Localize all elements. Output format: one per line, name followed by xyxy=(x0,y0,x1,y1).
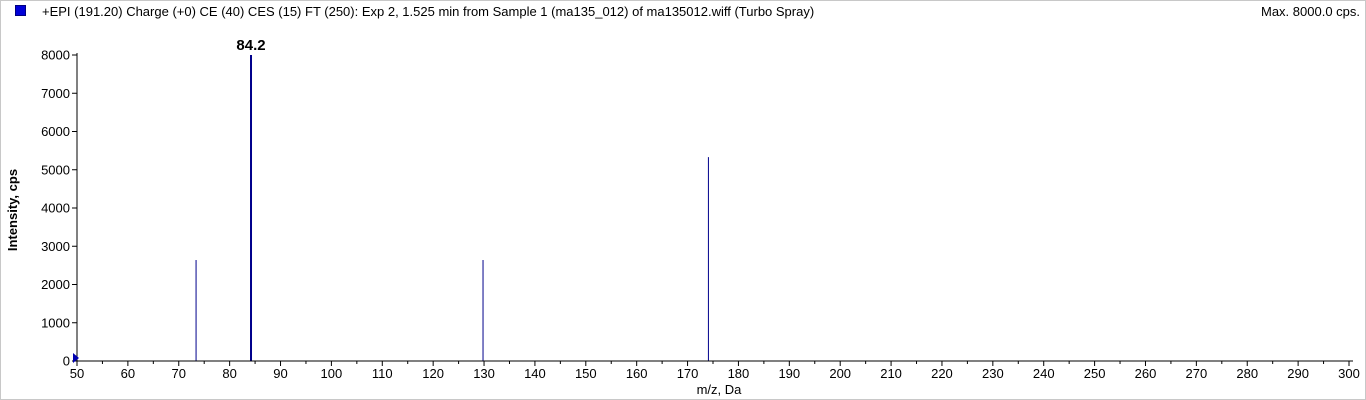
x-tick-label: 180 xyxy=(728,366,750,381)
y-axis-ticks: 0 1000 2000 3000 4000 5000 6000 7000 8000 xyxy=(41,48,77,369)
x-tick-label: 150 xyxy=(575,366,597,381)
origin-marker-icon[interactable] xyxy=(73,353,79,363)
x-tick-label: 220 xyxy=(931,366,953,381)
y-tick-label: 2000 xyxy=(41,277,70,292)
x-tick-label: 90 xyxy=(273,366,287,381)
x-tick-label: 100 xyxy=(321,366,343,381)
x-tick-label: 250 xyxy=(1084,366,1106,381)
x-tick-label: 80 xyxy=(222,366,236,381)
x-tick-label: 230 xyxy=(982,366,1004,381)
y-tick-label: 6000 xyxy=(41,124,70,139)
series-legend-swatch[interactable] xyxy=(15,5,26,16)
x-tick-label: 300 xyxy=(1338,366,1360,381)
x-tick-label: 50 xyxy=(70,366,84,381)
x-axis-title: m/z, Da xyxy=(697,382,743,397)
spectrum-title: +EPI (191.20) Charge (+0) CE (40) CES (1… xyxy=(42,4,815,19)
x-tick-label: 210 xyxy=(880,366,902,381)
x-tick-label: 200 xyxy=(829,366,851,381)
x-tick-label: 270 xyxy=(1186,366,1208,381)
x-tick-label: 160 xyxy=(626,366,648,381)
y-tick-label: 8000 xyxy=(41,48,70,63)
x-tick-label: 190 xyxy=(778,366,800,381)
x-tick-label: 60 xyxy=(121,366,135,381)
x-tick-label: 170 xyxy=(677,366,699,381)
peak-series: 84.2 xyxy=(195,37,709,361)
y-tick-label: 3000 xyxy=(41,239,70,254)
y-tick-label: 0 xyxy=(63,354,70,369)
y-tick-label: 1000 xyxy=(41,315,70,330)
y-axis-title: Intensity, cps xyxy=(5,169,20,251)
peak-label: 84.2 xyxy=(236,37,265,54)
x-tick-label: 70 xyxy=(172,366,186,381)
y-tick-label: 5000 xyxy=(41,162,70,177)
max-intensity-label: Max. 8000.0 cps. xyxy=(1261,4,1360,19)
x-tick-label: 290 xyxy=(1287,366,1309,381)
y-tick-label: 7000 xyxy=(41,86,70,101)
x-axis-ticks: 50 60 70 80 90 100 110 120 130 140 150 160 170 180 190… xyxy=(70,361,1360,381)
x-tick-label: 110 xyxy=(372,366,393,381)
x-tick-label: 240 xyxy=(1033,366,1055,381)
x-tick-label: 130 xyxy=(473,366,495,381)
x-tick-label: 120 xyxy=(422,366,444,381)
y-tick-label: 4000 xyxy=(41,201,70,216)
x-tick-label: 140 xyxy=(524,366,546,381)
x-tick-label: 260 xyxy=(1135,366,1157,381)
x-tick-label: 280 xyxy=(1236,366,1258,381)
